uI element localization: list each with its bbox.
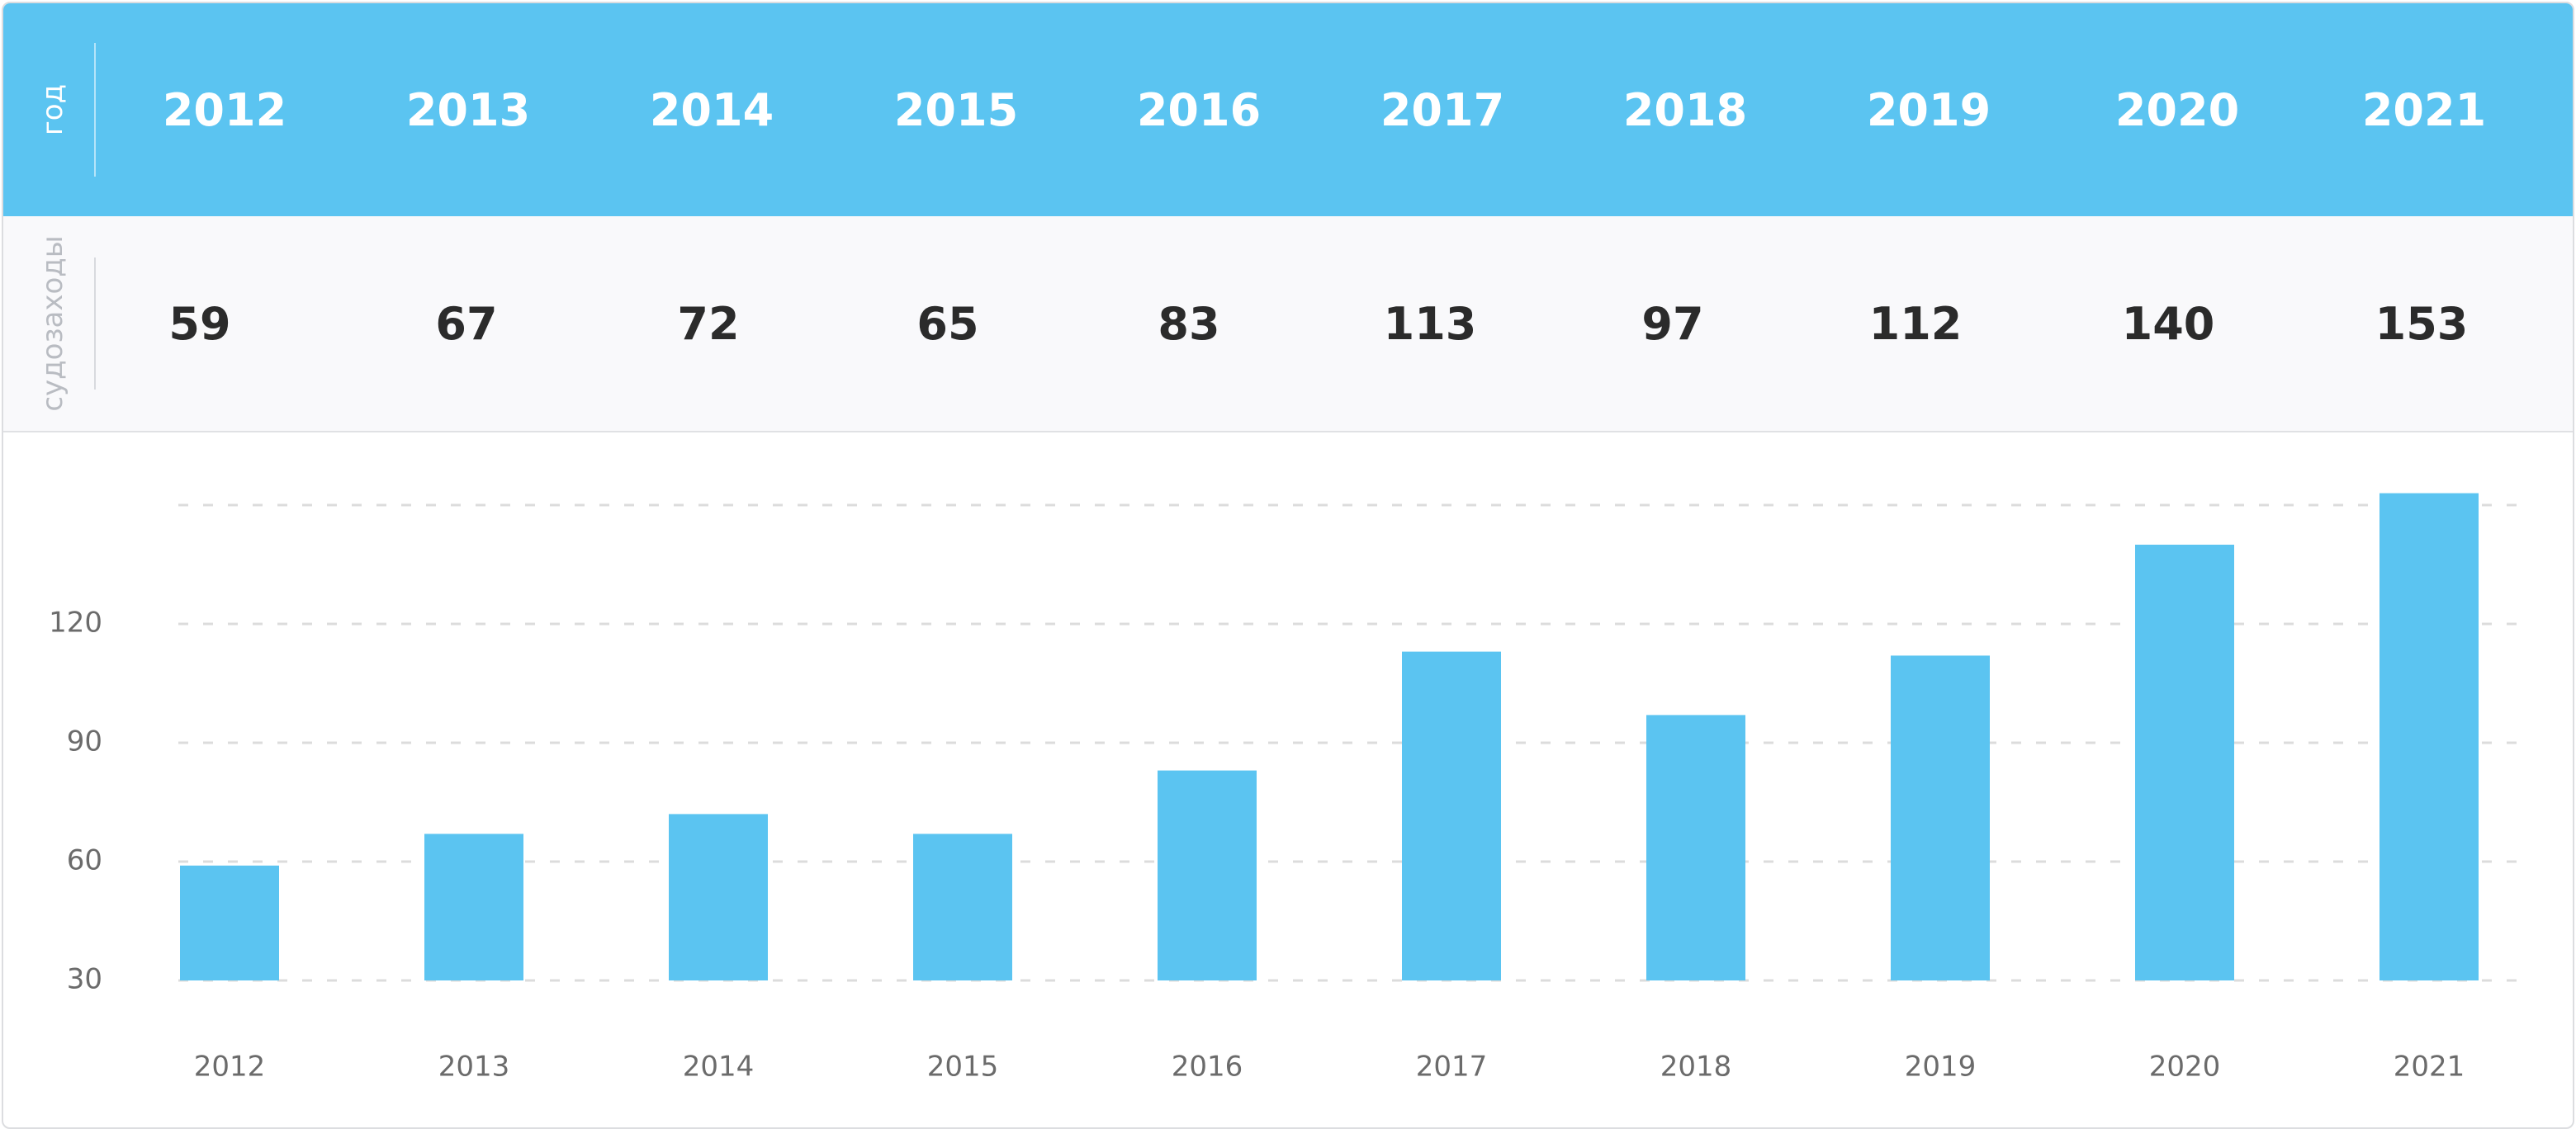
year-cell: 2016	[1136, 83, 1262, 136]
y-tick-label: 120	[49, 607, 102, 640]
year-row: год 2012 2013 2014 2015 2016 2017 2018 2…	[3, 3, 2573, 216]
port-calls-row-label: судозаходы	[3, 216, 102, 431]
year-cell: 2014	[649, 83, 774, 136]
port-calls-cell: 140	[2121, 297, 2215, 350]
port-calls-cell: 97	[1641, 297, 1704, 350]
bar	[1646, 715, 1745, 980]
bar	[913, 834, 1012, 980]
bar	[1402, 651, 1501, 980]
bar	[2379, 493, 2479, 980]
port-calls-cell: 59	[168, 297, 231, 350]
port-calls-cell: 153	[2375, 297, 2469, 350]
bar	[1158, 770, 1257, 980]
x-tick-label: 2018	[1660, 1051, 1732, 1084]
x-tick-label: 2012	[194, 1051, 266, 1084]
x-tick-label: 2021	[2394, 1051, 2465, 1084]
year-cell: 2012	[162, 83, 287, 136]
bar	[2135, 545, 2234, 980]
year-cell: 2017	[1380, 83, 1505, 136]
port-calls-cell: 65	[916, 297, 979, 350]
year-cell: 2013	[405, 83, 531, 136]
x-tick-label: 2020	[2149, 1051, 2221, 1084]
port-calls-cell: 113	[1383, 297, 1477, 350]
x-tick-label: 2013	[438, 1051, 510, 1084]
year-row-divider	[94, 43, 96, 177]
bar	[180, 865, 279, 980]
x-tick-label: 2017	[1416, 1051, 1488, 1084]
port-calls-cell: 83	[1158, 297, 1220, 350]
bar-chart: 30 60 90 120 2012 2013 2014 2015 2016 2017 2018 201…	[49, 493, 2526, 1084]
year-cell: 2021	[2361, 83, 2487, 136]
year-cell: 2018	[1622, 83, 1748, 136]
port-calls-cell: 67	[435, 297, 498, 350]
port-calls-cell: 112	[1868, 297, 1963, 350]
year-cell: 2015	[893, 83, 1019, 136]
y-tick-label: 30	[67, 963, 102, 996]
y-tick-label: 60	[67, 844, 102, 877]
port-calls-label-text: судозаходы	[36, 235, 69, 412]
year-cell: 2019	[1866, 83, 1991, 136]
bar	[1891, 655, 1990, 980]
year-label-text: год	[36, 83, 69, 136]
x-tick-label: 2016	[1172, 1051, 1243, 1084]
x-tick-label: 2019	[1905, 1051, 1977, 1084]
x-tick-label: 2014	[683, 1051, 755, 1084]
port-calls-row: судозаходы 59 67 72 65 83 113 97 112 140…	[3, 216, 2573, 432]
year-row-label: год	[3, 3, 102, 216]
x-tick-label: 2015	[927, 1051, 999, 1084]
port-calls-row-divider	[94, 257, 96, 390]
year-cell: 2020	[2114, 83, 2240, 136]
bar	[424, 834, 523, 980]
bar	[669, 814, 768, 980]
port-calls-cell: 72	[677, 297, 740, 350]
y-tick-label: 90	[67, 725, 102, 758]
